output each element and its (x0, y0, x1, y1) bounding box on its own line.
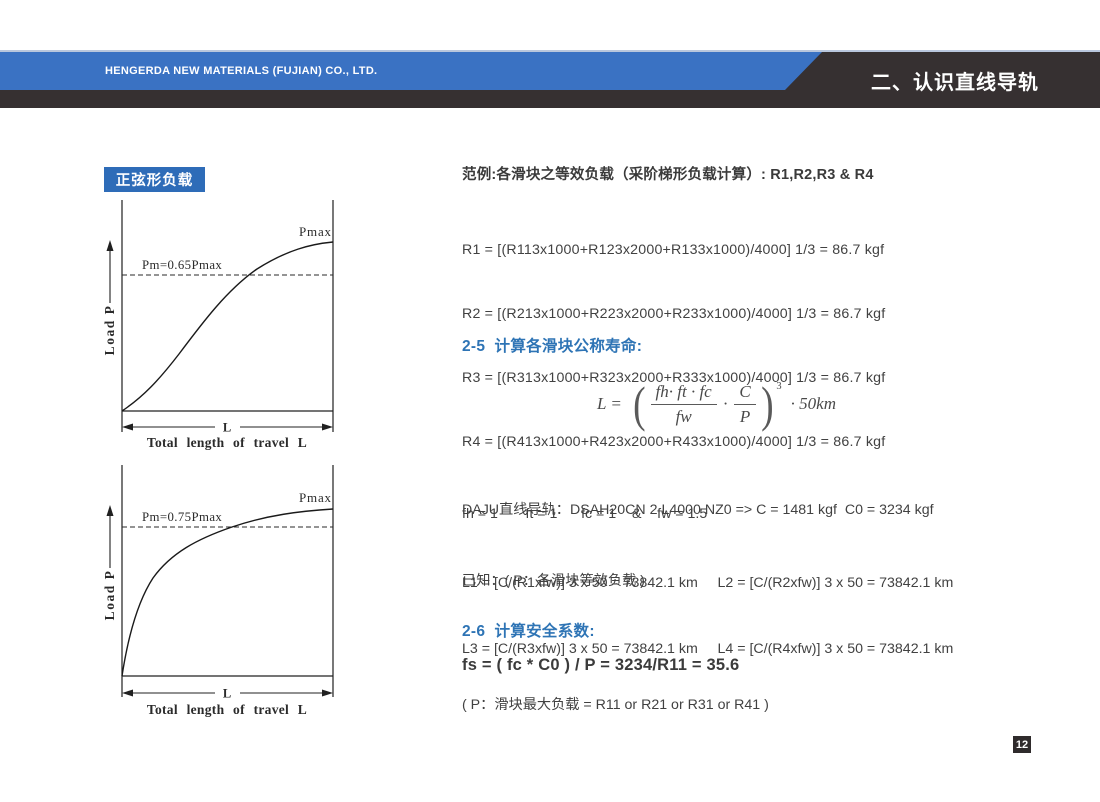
pmax-label: Pmax (299, 224, 332, 239)
x-axis-caption: Total length of travel L (147, 702, 307, 717)
dim-arrow-left-icon (122, 689, 133, 697)
load-curve (121, 508, 334, 677)
x-axis-caption: Total length of travel L (147, 435, 307, 450)
formula-open-paren: ( (632, 376, 646, 432)
travel-length-label: L (223, 687, 231, 701)
y-axis-label: Load P (102, 305, 117, 356)
dim-arrow-right-icon (322, 423, 333, 431)
equation-line-r3: R3 = [(R313x1000+R323x2000+R333x1000)/40… (462, 370, 886, 387)
life-line-2: L3 = [C/(R3xfw)] 3 x 50 = 73842.1 km L4 … (462, 641, 954, 657)
equation-line-r4: R4 = [(R413x1000+R423x2000+R433x1000)/40… (462, 434, 886, 451)
formula-exponent: 3 (776, 381, 782, 392)
formula-fraction-factors: fh· ft · fc fw (650, 382, 717, 426)
mean-load-label: Pm=0.65Pmax (142, 258, 222, 272)
dim-arrow-right-icon (322, 689, 333, 697)
section-2-6-heading: 2-6 计算安全系数: (462, 623, 595, 640)
formula-denominator2: P (739, 406, 751, 426)
rail-spec-line: DAJU直线导轨：DSAH20CN 2 L4000 NZ0 => C = 148… (462, 502, 934, 518)
safety-factor-equation: fs = ( fc * C0 ) / P = 3234/R11 = 35.6 (462, 656, 740, 674)
formula-fraction-cp: C P (734, 382, 756, 426)
formula-tail: · 50km (790, 394, 836, 413)
header-company-banner: HENGERDA NEW MATERIALS (FUJIAN) CO., LTD… (0, 52, 822, 90)
up-arrow-icon (106, 505, 114, 516)
equation-line-r2: R2 = [(R213x1000+R223x2000+R233x1000)/40… (462, 306, 886, 323)
pmax-label: Pmax (299, 490, 332, 505)
equivalent-load-equations: R1 = [(R113x1000+R123x2000+R133x1000)/40… (462, 197, 885, 497)
formula-numerator2: C (734, 382, 756, 405)
life-equations: L1 = [C/(R1xfw)] 3 x 50 = 73842.1 km L2 … (462, 528, 953, 704)
load-chart-sinusoidal-2: Load P Pm=0.75Pmax Pmax L Total length o… (102, 465, 334, 717)
formula-close-paren: ) (760, 376, 774, 432)
rail-spec-block: DAJU直线导轨：DSAH20CN 2 L4000 NZ0 => C = 148… (462, 452, 934, 640)
chapter-title: 二、认识直线导轨 (871, 71, 1039, 94)
travel-length-label: L (223, 421, 231, 435)
figure-title-badge: 正弦形负载 (104, 167, 205, 192)
equation-line-r1: R1 = [(R113x1000+R123x2000+R133x1000)/40… (462, 241, 885, 258)
formula-lhs: L = (597, 394, 622, 413)
max-load-note: ( P：滑块最大负载 = R11 or R21 or R31 or R41 ) (462, 697, 769, 713)
header-top-divider (0, 50, 1100, 52)
example-heading: 范例:各滑块之等效负载（采阶梯形负载计算）: R1,R2,R3 & R4 (462, 167, 874, 183)
mean-load-label: Pm=0.75Pmax (142, 510, 222, 524)
load-curve (121, 241, 334, 412)
formula-denominator: fw (675, 406, 692, 426)
dim-arrow-left-icon (122, 423, 133, 431)
nominal-life-formula: L = ( fh· ft · fc fw · C P ) 3 · 50km (597, 379, 836, 429)
section-2-5-heading: 2-5 计算各滑块公称寿命: (462, 338, 643, 355)
formula-middle-dot: · (722, 394, 729, 413)
y-axis-label: Load P (102, 570, 117, 621)
up-arrow-icon (106, 240, 114, 251)
factor-values-line: fh = 1 ft = 1 fc = 1 & fw = 1.5 (462, 506, 708, 522)
life-line-1: L1 = [C/(R1xfw)] 3 x 50 = 73842.1 km L2 … (462, 575, 954, 591)
page-number-badge: 12 (1013, 736, 1031, 753)
company-name: HENGERDA NEW MATERIALS (FUJIAN) CO., LTD… (105, 65, 378, 77)
formula-numerator: fh· ft · fc (650, 382, 717, 405)
load-chart-sinusoidal-1: Load P Pm=0.65Pmax Pmax L Total length o… (102, 200, 334, 450)
known-values-line: 已知：( P：各滑块等效负载 ) (462, 572, 645, 589)
